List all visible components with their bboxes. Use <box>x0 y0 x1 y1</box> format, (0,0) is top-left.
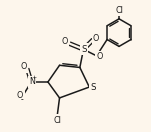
Text: Cl: Cl <box>53 116 61 125</box>
Text: Cl: Cl <box>115 6 123 15</box>
Text: S: S <box>90 83 96 92</box>
Text: +: + <box>32 75 37 80</box>
Text: O: O <box>93 34 99 43</box>
Text: O: O <box>61 37 68 46</box>
Text: -: - <box>21 95 23 104</box>
Text: N: N <box>29 77 35 86</box>
Text: O: O <box>17 91 23 100</box>
Text: S: S <box>81 44 87 53</box>
Text: O: O <box>21 62 27 71</box>
Text: O: O <box>96 52 103 61</box>
